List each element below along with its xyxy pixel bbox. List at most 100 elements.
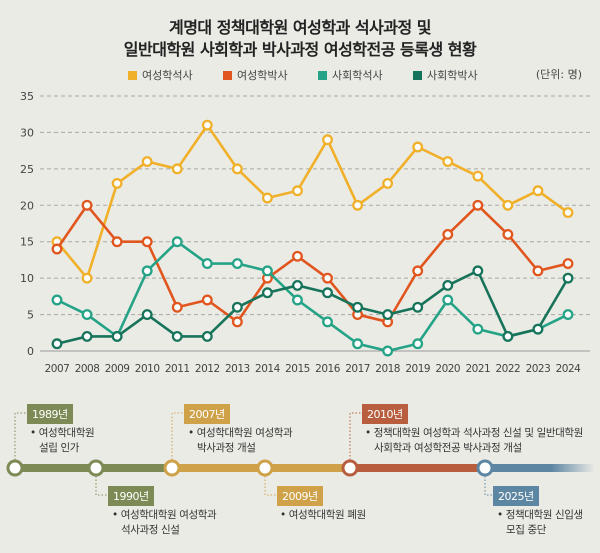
data-point: [51, 243, 63, 255]
timeline-description: • 여성학대학원 폐원: [280, 509, 366, 521]
x-tick-label: 2022: [496, 363, 521, 375]
data-point: [171, 301, 183, 313]
data-point: [532, 265, 544, 277]
data-point: [141, 236, 153, 248]
timeline-description: • 여성학대학원 여성학과: [188, 427, 293, 439]
x-tick-label: 2018: [375, 363, 400, 375]
chart-title-line2: 일반대학원 사회학과 박사과정 여성학전공 등록생 현황: [123, 40, 477, 59]
data-point: [352, 301, 364, 313]
series-line: [56, 269, 570, 345]
data-point: [292, 185, 303, 197]
data-point: [292, 294, 303, 306]
data-point: [81, 330, 93, 342]
unit-label: (단위: 명): [535, 68, 582, 81]
timeline-segment: [485, 464, 595, 472]
data-point: [382, 309, 394, 321]
data-point: [231, 316, 243, 328]
line-chart: 0 5 10 15 20 25 30 35 2007 2008 2009 2010 2011 2012 20…: [20, 90, 590, 375]
y-tick-label: 15: [20, 236, 34, 249]
legend-item: 사회학박사: [413, 67, 508, 83]
timeline-description: • 정책대학원 신입생: [497, 509, 583, 521]
data-point: [412, 265, 424, 277]
data-point: [472, 170, 484, 182]
data-point: [502, 228, 514, 240]
timeline-year-label: 1990년: [108, 486, 154, 506]
y-tick-label: 25: [20, 163, 34, 176]
x-tick-label: 2010: [135, 363, 160, 375]
y-tick-label: 20: [20, 199, 34, 212]
timeline-year-label: 2007년: [184, 404, 230, 424]
chart-title-line1: 계명대 정책대학원 여성학과 석사과정 및: [168, 18, 432, 37]
data-point: [231, 301, 243, 313]
timeline-node: [256, 459, 274, 477]
connector-line: [14, 412, 27, 460]
data-point: [171, 163, 183, 175]
data-point: [562, 207, 574, 219]
legend-label: 여성학석사: [142, 69, 193, 82]
timeline-node: [6, 459, 24, 477]
timeline-description: 석사과정 신설: [121, 524, 180, 536]
x-tick-label: 2014: [255, 363, 281, 375]
legend: 여성학석사 여성학박사 사회학석사 사회학박사: [128, 67, 508, 83]
x-tick-label: 2016: [315, 363, 341, 375]
x-tick-label: 2020: [435, 363, 460, 375]
legend-swatch: [318, 70, 327, 80]
data-point: [201, 294, 213, 306]
data-point: [442, 294, 454, 306]
x-tick-label: 2008: [75, 363, 100, 375]
data-point: [231, 163, 243, 175]
data-point: [322, 316, 333, 328]
legend-swatch: [223, 70, 232, 80]
data-point: [322, 134, 333, 146]
legend-label: 여성학박사: [237, 69, 288, 82]
x-tick-label: 2009: [105, 363, 130, 375]
data-point: [442, 156, 454, 168]
timeline-segment: [350, 464, 485, 472]
connector-line: [484, 476, 493, 496]
x-tick-label: 2012: [195, 363, 220, 375]
data-point: [171, 236, 183, 248]
x-tick-label: 2013: [225, 363, 250, 375]
timeline-description: 사회학과 여성학전공 박사과정 개설: [374, 442, 522, 454]
data-point: [532, 323, 544, 335]
data-point: [111, 330, 123, 342]
series-line: [55, 123, 569, 280]
data-point: [412, 141, 424, 153]
data-point: [81, 199, 93, 211]
connector-line: [171, 412, 184, 460]
data-point: [562, 272, 574, 284]
data-point: [201, 330, 213, 342]
data-point: [412, 301, 424, 313]
data-point: [51, 294, 63, 306]
timeline-year-label: 2025년: [493, 486, 539, 506]
timeline-node: [476, 459, 494, 477]
x-tick-label: 2023: [526, 363, 551, 375]
connector-line: [264, 476, 277, 496]
data-point: [322, 287, 333, 299]
y-tick-label: 35: [20, 90, 34, 103]
data-point: [171, 330, 183, 342]
y-tick-label: 30: [20, 126, 34, 139]
data-point: [502, 330, 514, 342]
data-point: [261, 192, 273, 204]
x-tick-label: 2007: [45, 363, 70, 375]
legend-label: 사회학박사: [427, 69, 478, 82]
legend-swatch: [413, 70, 422, 80]
data-point: [472, 323, 484, 335]
timeline-node: [341, 459, 359, 477]
data-point: [141, 309, 153, 321]
timeline-description: 모집 중단: [506, 524, 546, 536]
data-point: [261, 287, 273, 299]
data-point: [412, 338, 424, 350]
timeline-node: [87, 459, 105, 477]
data-point: [231, 258, 243, 270]
timeline-description: • 여성학대학원 여성학과: [112, 509, 217, 521]
timeline-description: • 여성학대학원: [30, 427, 95, 439]
timeline-year-label: 2009년: [277, 486, 323, 506]
data-point: [201, 119, 213, 131]
timeline-year-label: 1989년: [27, 404, 73, 424]
y-tick-label: 5: [27, 309, 34, 322]
timeline-description: 박사과정 개설: [197, 442, 256, 454]
